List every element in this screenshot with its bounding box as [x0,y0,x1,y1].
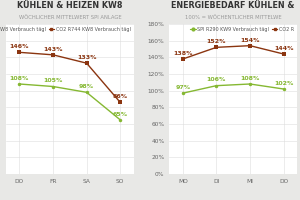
Text: 133%: 133% [77,55,96,60]
Text: 98%: 98% [79,84,94,89]
Text: 102%: 102% [274,81,293,86]
Text: 108%: 108% [240,76,260,81]
Text: 97%: 97% [175,85,190,90]
Text: 143%: 143% [43,47,63,52]
Text: 105%: 105% [43,78,63,83]
Text: 144%: 144% [274,46,293,51]
Text: 152%: 152% [207,39,226,44]
Text: WÖCHLICHER MITTELWERT SPI ANLAGE: WÖCHLICHER MITTELWERT SPI ANLAGE [19,15,121,20]
Text: 100% = WÖCHENTLICHER MITTELWE: 100% = WÖCHENTLICHER MITTELWE [185,15,281,20]
Text: 106%: 106% [207,77,226,82]
Text: ENERGIEBEDARF KÜHLEN &: ENERGIEBEDARF KÜHLEN & [172,1,295,10]
Text: 65%: 65% [112,112,128,117]
Legend: SPI KW8 Verbrauch tägl, CO2 R744 KW8 Verbrauch tägl: SPI KW8 Verbrauch tägl, CO2 R744 KW8 Ver… [0,26,131,32]
Text: 138%: 138% [173,51,193,56]
Text: 154%: 154% [240,38,260,43]
Text: KÜHLEN & HEIZEN KW8: KÜHLEN & HEIZEN KW8 [17,1,123,10]
Text: 146%: 146% [10,44,29,49]
Text: 86%: 86% [112,94,128,99]
Text: 108%: 108% [10,76,29,81]
Legend: SPI R290 KW9 Verbrauch tägl, CO2 R: SPI R290 KW9 Verbrauch tägl, CO2 R [190,26,295,32]
